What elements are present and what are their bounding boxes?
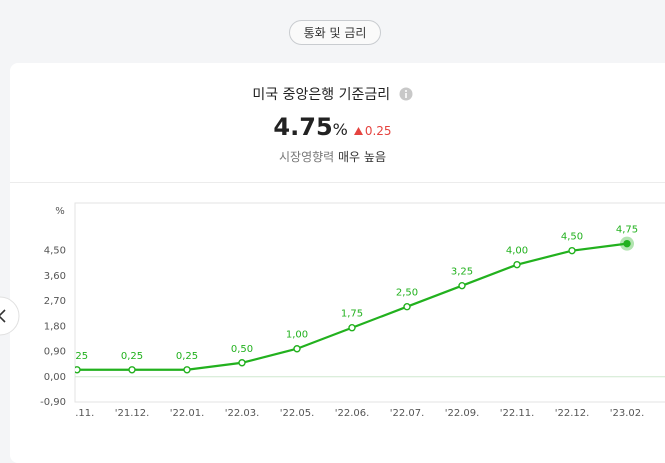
point: [568, 246, 576, 255]
prev-button[interactable]: [0, 296, 20, 336]
rate-unit: %: [332, 120, 348, 139]
value-label: 0,25: [66, 351, 88, 362]
point: [183, 366, 191, 374]
plot: '21.11. 0,25 '21.12. 0,25 '22.01. 0,25 '22.03.…: [60, 225, 665, 419]
y-tick-label: 2,70: [44, 296, 66, 307]
influence-level: 매우 높음: [338, 150, 386, 164]
value-label: 4,75: [616, 225, 638, 236]
value-label: 4,00: [506, 246, 528, 257]
value-label: 0,25: [121, 351, 143, 362]
point: [293, 345, 301, 353]
x-tick-label: '22.07.: [390, 408, 425, 419]
y-tick-label: 3,60: [44, 271, 66, 282]
card-title: 미국 중앙은행 기준금리: [10, 84, 655, 104]
y-tick-label: 1,80: [44, 321, 66, 332]
point: [348, 324, 356, 332]
plot-frame: [74, 202, 665, 403]
change: 0.25: [353, 124, 392, 138]
page: 통화 및 금리 미국 중앙은행 기준금리 4.75% 0.25 시장영향력 매우 …: [0, 20, 665, 463]
point: [458, 281, 466, 290]
y-tick-label: 4,50: [44, 246, 66, 257]
point: [128, 366, 136, 374]
rate-line: [77, 242, 628, 371]
info-icon[interactable]: [399, 87, 413, 101]
rate-card: 미국 중앙은행 기준금리 4.75% 0.25 시장영향력 매우 높음: [10, 63, 665, 463]
current-value: 4.75% 0.25: [10, 113, 655, 141]
y-tick-label: -0,90: [40, 397, 66, 408]
point: [403, 303, 411, 311]
x-tick-label: '22.12.: [555, 408, 590, 419]
divider: [10, 182, 665, 183]
x-tick-label: '22.03.: [225, 408, 260, 419]
x-tick-label: '22.11.: [500, 408, 535, 419]
change-value: 0.25: [364, 124, 392, 138]
x-tick-label: '22.01.: [170, 408, 205, 419]
point: [513, 260, 521, 269]
influence: 시장영향력 매우 높음: [10, 148, 655, 165]
point: [623, 239, 631, 248]
y-unit: %: [55, 206, 65, 217]
x-tick-label: '21.12.: [115, 408, 150, 419]
x-tick-label: '22.05.: [280, 408, 315, 419]
y-tick-label: 0,90: [44, 347, 66, 358]
value-label: 2,50: [396, 288, 418, 299]
up-triangle: [353, 127, 363, 135]
value-label: 0,50: [231, 344, 253, 355]
value-label: 1,00: [286, 330, 308, 341]
value-label: 3,25: [451, 267, 473, 278]
x-tick-label: '22.06.: [335, 408, 370, 419]
chart: % '21.11. 0,25 '21.12. 0,25 '22.01. 0,25 '22.0…: [0, 202, 665, 419]
category-tab[interactable]: 통화 및 금리: [289, 20, 381, 45]
point: [75, 366, 81, 374]
point: [238, 359, 246, 367]
value-label: 4,50: [561, 232, 583, 243]
value-label: 1,75: [341, 309, 363, 320]
value-label: 0,25: [176, 351, 198, 362]
x-tick-label: '23.02.: [610, 408, 645, 419]
influence-label: 시장영향력: [278, 150, 335, 164]
x-tick-label: '21.11.: [60, 408, 95, 419]
y-tick-label: 0,00: [44, 372, 66, 383]
rate-value: 4.75: [273, 113, 333, 141]
title-text: 미국 중앙은행 기준금리: [252, 87, 391, 103]
x-tick-label: '22.09.: [445, 408, 480, 419]
